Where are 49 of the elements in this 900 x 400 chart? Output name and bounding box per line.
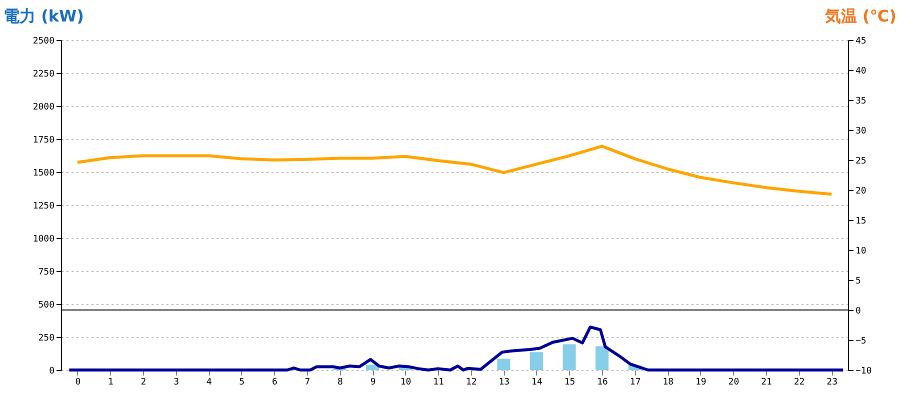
y2-axis-title: 気温 (℃) xyxy=(824,6,896,26)
x-tick-label: 9 xyxy=(370,378,376,388)
x-tick-label: 14 xyxy=(532,378,542,388)
y2-tick-label: 5 xyxy=(856,276,861,286)
x-tick-label: 10 xyxy=(400,378,412,388)
y-tick-label: 750 xyxy=(38,268,54,278)
y-tick-label: 250 xyxy=(38,334,54,344)
x-tick-label: 21 xyxy=(761,378,772,388)
x-tick-label: 15 xyxy=(564,378,576,388)
y2-tick-label: 30 xyxy=(856,126,866,136)
y2-tick-label: 40 xyxy=(856,66,866,76)
x-tick-label: 18 xyxy=(662,378,674,388)
x-tick-label: 22 xyxy=(794,378,805,388)
y2-tick-label: 45 xyxy=(856,36,866,46)
y-tick-label: 2250 xyxy=(32,70,54,80)
y2-tick-label: 10 xyxy=(856,246,866,256)
x-tick-label: 6 xyxy=(272,378,278,388)
y-tick-label: 2000 xyxy=(32,102,54,112)
y2-tick-label: 0 xyxy=(856,306,861,316)
y-tick-label: 1000 xyxy=(32,234,54,244)
x-tick-label: 2 xyxy=(140,378,146,388)
x-tick-label: 19 xyxy=(696,378,706,388)
y2-tick-label: −10 xyxy=(856,366,872,376)
y2-tick-label: 35 xyxy=(856,96,866,106)
y-axis-title: 電力 (kW) xyxy=(4,6,84,26)
x-tick-label: 5 xyxy=(239,378,245,388)
y2-tick-label: −5 xyxy=(856,336,866,346)
y-tick-label: 1250 xyxy=(32,202,54,212)
x-tick-label: 4 xyxy=(206,378,212,388)
x-tick-label: 11 xyxy=(433,378,444,388)
x-tick-label: 12 xyxy=(466,378,477,388)
y2-tick-label: 25 xyxy=(856,156,866,166)
x-tick-label: 0 xyxy=(75,378,81,388)
y2-tick-label: 15 xyxy=(856,216,866,226)
y-tick-label: 500 xyxy=(38,300,54,310)
x-tick-label: 16 xyxy=(597,378,608,388)
x-tick-label: 8 xyxy=(338,378,343,388)
x-tick-label: 7 xyxy=(304,378,310,388)
y-tick-label: 2500 xyxy=(32,36,54,46)
y-tick-label: 1750 xyxy=(32,136,54,146)
x-tick-label: 3 xyxy=(174,378,179,388)
x-tick-label: 13 xyxy=(498,378,510,388)
x-tick-label: 23 xyxy=(826,378,838,388)
x-tick-label: 17 xyxy=(630,378,641,388)
y2-tick-label: 20 xyxy=(856,186,866,196)
y-tick-label: 1500 xyxy=(32,168,54,178)
y-tick-label: 0 xyxy=(49,366,54,376)
x-tick-label: 20 xyxy=(728,378,740,388)
x-tick-label: 1 xyxy=(108,378,114,388)
